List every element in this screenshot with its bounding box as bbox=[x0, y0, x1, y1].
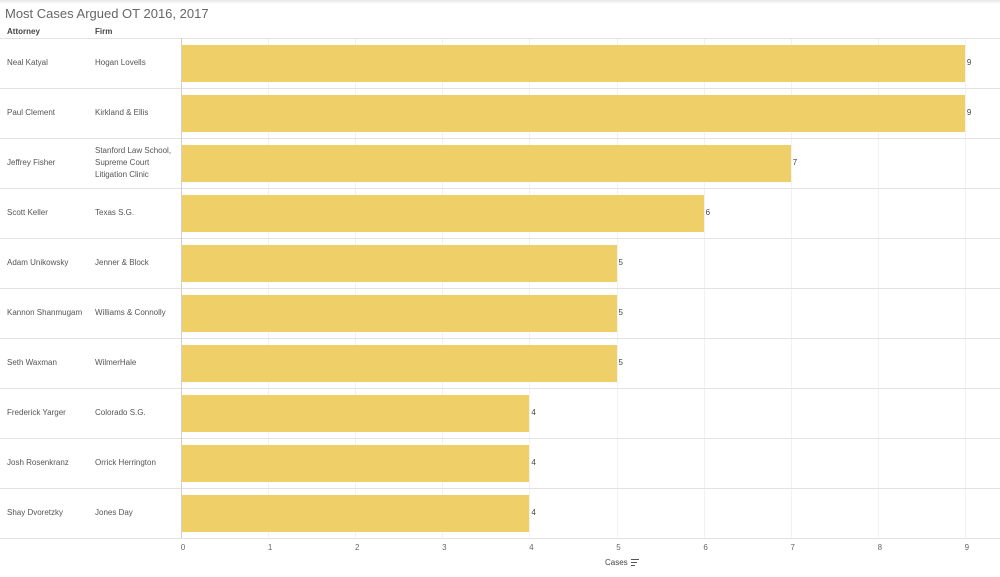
firm-name: Jenner & Block bbox=[95, 258, 149, 267]
firm-name: Kirkland & Ellis bbox=[95, 108, 149, 117]
firm-name: Stanford Law School, Supreme Court Litig… bbox=[95, 146, 172, 179]
bar[interactable] bbox=[182, 44, 965, 82]
firm-name: Jones Day bbox=[95, 508, 133, 517]
top-shadow bbox=[0, 0, 1000, 4]
x-tick-label: 9 bbox=[964, 543, 970, 552]
data-label: 4 bbox=[531, 508, 536, 517]
firm-name: Orrick Herrington bbox=[95, 458, 156, 467]
firm-name: WilmerHale bbox=[95, 358, 137, 367]
row-separator bbox=[0, 338, 1000, 339]
sort-descending-icon[interactable] bbox=[630, 559, 639, 567]
data-label: 5 bbox=[618, 258, 623, 267]
firm-name: Williams & Connolly bbox=[95, 308, 166, 317]
firm-column-header[interactable]: Firm bbox=[95, 27, 113, 36]
attorney-name: Paul Clement bbox=[7, 108, 56, 117]
row-separator bbox=[0, 388, 1000, 389]
attorney-name: Seth Waxman bbox=[7, 358, 57, 367]
bar[interactable] bbox=[182, 494, 530, 532]
bar[interactable] bbox=[182, 444, 530, 482]
firm-name: Texas S.G. bbox=[95, 208, 135, 217]
row-separator bbox=[0, 88, 1000, 89]
attorney-name: Scott Keller bbox=[7, 208, 48, 217]
y-axis-line bbox=[181, 38, 182, 538]
x-tick-label: 7 bbox=[790, 543, 795, 552]
attorney-name: Kannon Shanmugam bbox=[7, 308, 83, 317]
bar[interactable] bbox=[182, 344, 617, 382]
data-label: 7 bbox=[792, 158, 798, 167]
bar[interactable] bbox=[182, 244, 617, 282]
row-separator bbox=[0, 138, 1000, 139]
data-label: 4 bbox=[531, 408, 536, 417]
data-label: 9 bbox=[966, 108, 972, 117]
chart-title: Most Cases Argued OT 2016, 2017 bbox=[5, 6, 209, 21]
x-tick-label: 2 bbox=[354, 543, 360, 552]
data-label: 5 bbox=[618, 358, 623, 367]
attorney-name: Frederick Yarger bbox=[7, 408, 66, 417]
row-separator bbox=[0, 238, 1000, 239]
row-separator bbox=[0, 438, 1000, 439]
firm-name: Hogan Lovells bbox=[95, 58, 146, 67]
row-separator bbox=[0, 188, 1000, 189]
attorney-column-header[interactable]: Attorney bbox=[7, 27, 40, 36]
x-tick-label: 1 bbox=[267, 543, 273, 552]
data-label: 5 bbox=[618, 308, 623, 317]
attorney-name: Jeffrey Fisher bbox=[7, 158, 56, 167]
x-tick-label: 5 bbox=[616, 543, 621, 552]
bar[interactable] bbox=[182, 144, 791, 182]
bar[interactable] bbox=[182, 394, 530, 432]
x-tick-label: 8 bbox=[877, 543, 883, 552]
row-separator bbox=[0, 38, 1000, 39]
x-tick-label: 6 bbox=[703, 543, 708, 552]
x-tick-label: 4 bbox=[529, 543, 534, 552]
attorney-name: Shay Dvoretzky bbox=[7, 508, 64, 517]
attorney-name: Adam Unikowsky bbox=[7, 258, 69, 267]
x-tick-label: 3 bbox=[442, 543, 447, 552]
attorney-name: Josh Rosenkranz bbox=[7, 458, 69, 467]
row-separator bbox=[0, 538, 1000, 539]
bar[interactable] bbox=[182, 294, 617, 332]
data-label: 4 bbox=[531, 458, 536, 467]
x-axis-label: Cases bbox=[605, 558, 628, 567]
firm-name: Colorado S.G. bbox=[95, 408, 146, 417]
bar[interactable] bbox=[182, 94, 965, 132]
data-label: 6 bbox=[705, 208, 711, 217]
data-label: 9 bbox=[966, 58, 972, 67]
row-separator bbox=[0, 288, 1000, 289]
x-tick-label: 0 bbox=[180, 543, 186, 552]
row-separator bbox=[0, 488, 1000, 489]
x-axis-title[interactable]: Cases bbox=[605, 558, 639, 567]
bar[interactable] bbox=[182, 194, 704, 232]
attorney-name: Neal Katyal bbox=[7, 58, 48, 67]
